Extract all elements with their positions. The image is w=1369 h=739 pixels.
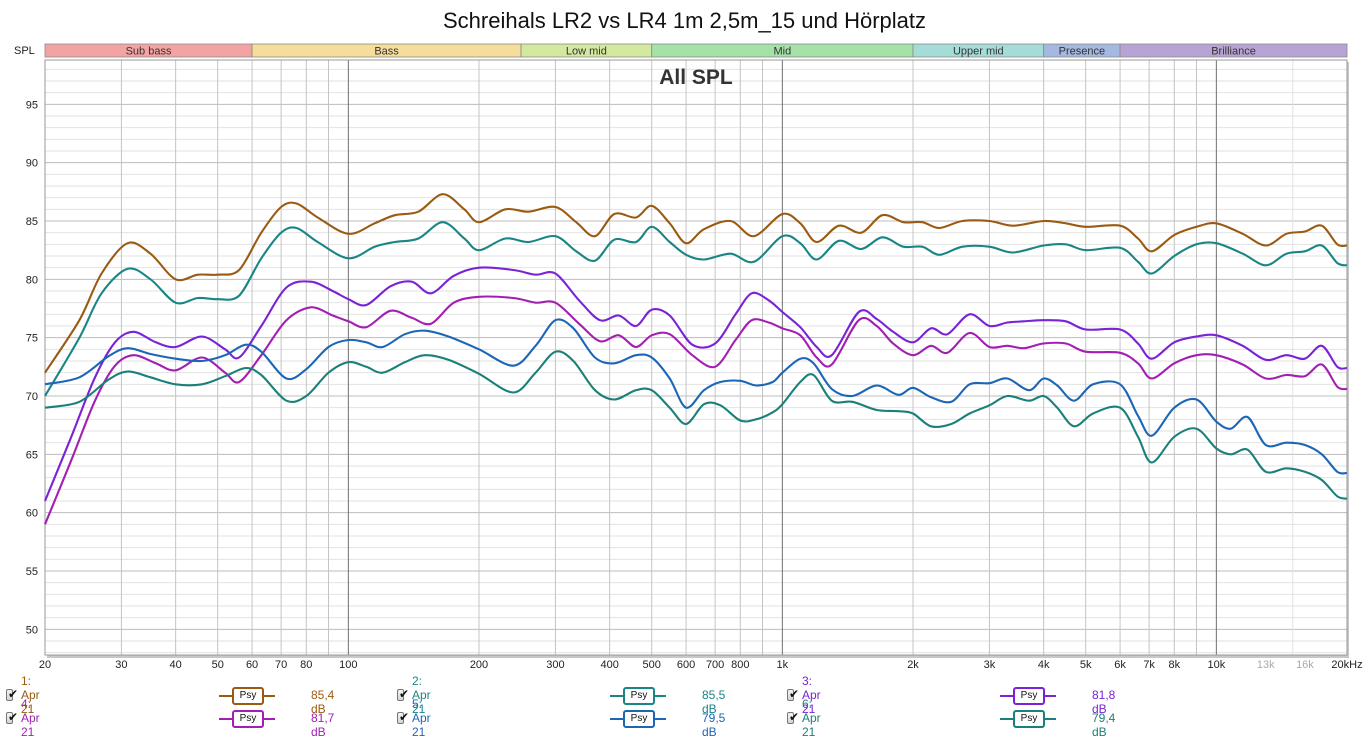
legend-item: 5: Apr 21: [397, 697, 436, 739]
x-tick-label: 60: [246, 659, 258, 671]
band-brilliance: [1119, 43, 1348, 58]
legend-item: 2: Apr 21: [397, 674, 436, 716]
series-line-4[interactable]: [44, 295, 1348, 525]
y-tick-label: 55: [26, 566, 38, 578]
x-tick-label: 300: [546, 659, 564, 671]
series-line-2[interactable]: [44, 221, 1348, 397]
psy-badge-label: Psy: [1013, 687, 1045, 705]
y-axis-ticks: 50 55 60 65 70 75 80 85 90 95: [26, 99, 38, 636]
grid: [44, 60, 1348, 655]
y-tick-label: 50: [26, 624, 38, 636]
band-label: Mid: [773, 46, 791, 58]
legend-checkbox[interactable]: [6, 687, 18, 701]
band-label: Brilliance: [1211, 46, 1256, 58]
legend-label: 2: Apr 21: [411, 674, 431, 716]
legend-spl-value: 85,4 dB: [311, 688, 335, 716]
band-label: Low mid: [566, 46, 607, 58]
series-curves: [44, 193, 1348, 525]
smoothing-badge-button[interactable]: Psy: [1000, 687, 1056, 705]
y-tick-label: 90: [26, 158, 38, 170]
series-line-5[interactable]: [44, 318, 1348, 475]
x-tick-label: 16k: [1296, 659, 1314, 671]
band-label: Bass: [374, 46, 399, 58]
series-line-1[interactable]: [44, 193, 1348, 374]
psy-badge-label: Psy: [623, 687, 655, 705]
y-tick-label: 80: [26, 274, 38, 286]
x-tick-label: 20kHz: [1331, 659, 1362, 671]
legend-checkbox[interactable]: [787, 687, 799, 701]
x-tick-label: 80: [300, 659, 312, 671]
series-line-3[interactable]: [44, 266, 1348, 502]
x-tick-label: 50: [212, 659, 224, 671]
series-line-6[interactable]: [44, 350, 1348, 500]
x-tick-label: 13k: [1257, 659, 1275, 671]
legend-label: 1: Apr 21: [20, 674, 40, 716]
legend-spl-value: 81,7 dB: [311, 711, 335, 739]
legend-item: 4: Apr 21: [6, 697, 45, 739]
x-tick-label: 200: [470, 659, 488, 671]
smoothing-badge-button[interactable]: Psy: [219, 710, 275, 728]
x-tick-label: 8k: [1168, 659, 1180, 671]
x-tick-label: 4k: [1038, 659, 1050, 671]
legend-label: 5: Apr 21: [411, 697, 431, 739]
legend-checkbox[interactable]: [6, 710, 18, 724]
x-axis-ticks: 20 30 40 50 60 70 80 100 200 300 400 500 600 700 800 1k…: [39, 659, 1363, 671]
x-tick-label: 500: [643, 659, 661, 671]
x-tick-label: 30: [115, 659, 127, 671]
x-tick-label: 5k: [1080, 659, 1092, 671]
x-tick-label: 1k: [777, 659, 789, 671]
legend-spl-value: 79,5 dB: [702, 711, 726, 739]
spl-chart: Sub bass Bass Low mid Mid Upper mid Presence B…: [14, 43, 1363, 671]
chart-title: Schreihals LR2 vs LR4 1m 2,5m_15 und Hör…: [442, 8, 927, 33]
legend-spl-value: 79,4 dB: [1092, 711, 1116, 739]
psy-badge-label: Psy: [232, 687, 264, 705]
psy-badge-label: Psy: [623, 710, 655, 728]
legend-checkbox[interactable]: [397, 687, 409, 701]
legend-spl-value: 81,8 dB: [1092, 688, 1116, 716]
legend-label: 4: Apr 21: [20, 697, 40, 739]
y-tick-label: 95: [26, 99, 38, 111]
y-tick-label: 65: [26, 449, 38, 461]
x-tick-label: 600: [677, 659, 695, 671]
chart-subtitle: All SPL: [659, 66, 733, 89]
legend-checkbox[interactable]: [397, 710, 409, 724]
psy-badge-label: Psy: [232, 710, 264, 728]
psy-badge-label: Psy: [1013, 710, 1045, 728]
x-tick-label: 700: [706, 659, 724, 671]
frequency-bands: Sub bass Bass Low mid Mid Upper mid Presence B…: [44, 43, 1348, 58]
legend-item: 3: Apr 21: [787, 674, 826, 716]
band-label: Presence: [1059, 46, 1105, 58]
x-tick-label: 2k: [907, 659, 919, 671]
x-tick-label: 6k: [1114, 659, 1126, 671]
x-tick-label: 100: [339, 659, 357, 671]
x-tick-label: 3k: [984, 659, 996, 671]
x-tick-label: 10k: [1207, 659, 1225, 671]
smoothing-badge-button[interactable]: Psy: [219, 687, 275, 705]
band-label: Upper mid: [953, 46, 1004, 58]
legend-label: 3: Apr 21: [801, 674, 821, 716]
legend-item: 6: Apr 21: [787, 697, 826, 739]
plot-border: [44, 59, 1348, 656]
band-label: Sub bass: [126, 46, 172, 58]
smoothing-badge-button[interactable]: Psy: [610, 710, 666, 728]
smoothing-badge-button[interactable]: Psy: [1000, 710, 1056, 728]
y-tick-label: 70: [26, 391, 38, 403]
x-tick-label: 40: [170, 659, 182, 671]
x-tick-label: 20: [39, 659, 51, 671]
x-tick-label: 400: [600, 659, 618, 671]
x-tick-label: 70: [275, 659, 287, 671]
legend-label: 6: Apr 21: [801, 697, 821, 739]
legend-spl-value: 85,5 dB: [702, 688, 726, 716]
x-tick-label: 800: [731, 659, 749, 671]
legend-checkbox[interactable]: [787, 710, 799, 724]
y-tick-label: 60: [26, 508, 38, 520]
y-axis-label: SPL: [14, 45, 35, 57]
x-tick-label: 7k: [1143, 659, 1155, 671]
legend-item: 1: Apr 21: [6, 674, 45, 716]
y-tick-label: 75: [26, 333, 38, 345]
smoothing-badge-button[interactable]: Psy: [610, 687, 666, 705]
y-tick-label: 85: [26, 216, 38, 228]
